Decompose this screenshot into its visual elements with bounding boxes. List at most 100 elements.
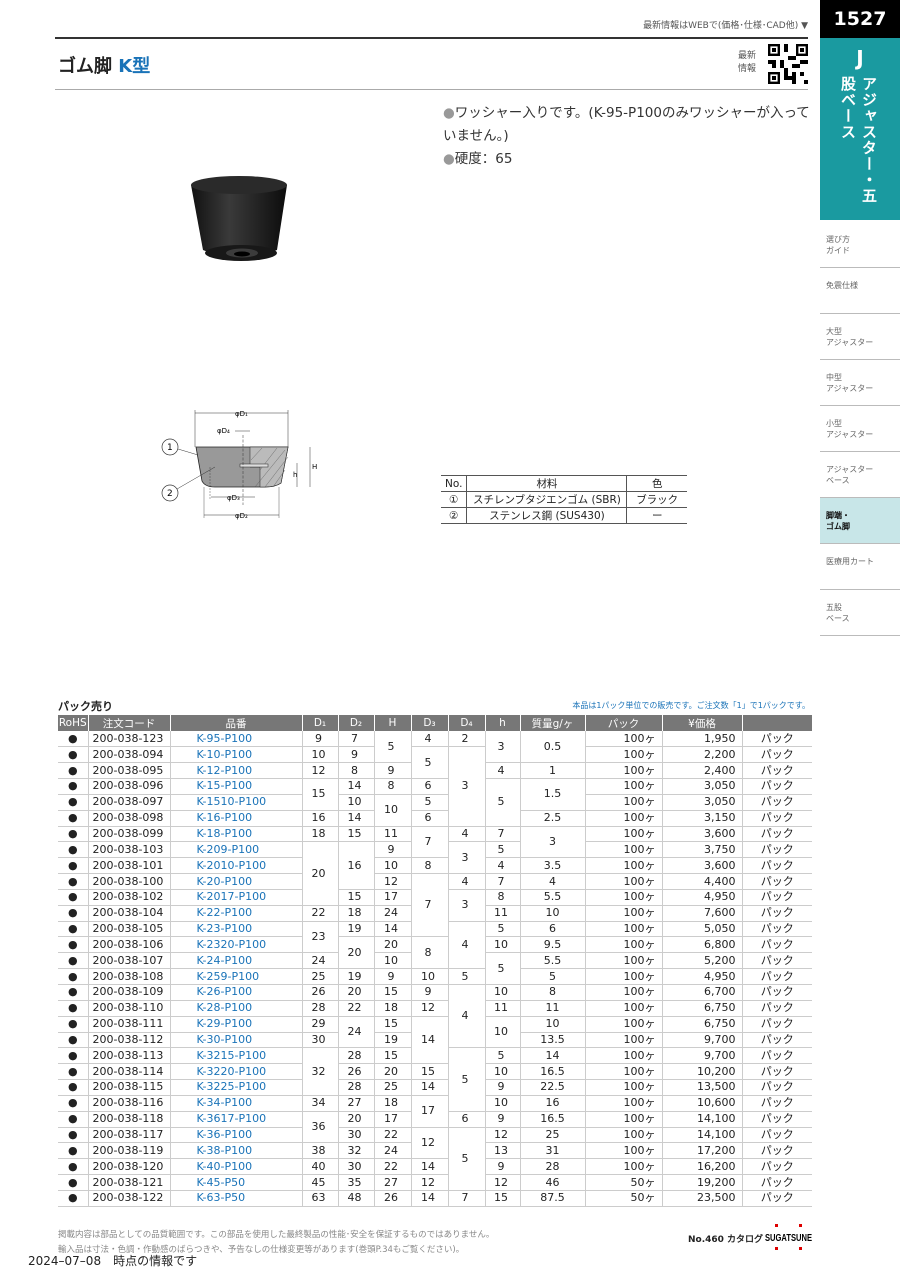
part-number[interactable]: K-23-P100 [170, 921, 303, 938]
sidebar-item[interactable]: 五股 ベース [820, 590, 900, 636]
part-number[interactable]: K-28-P100 [170, 1000, 303, 1017]
part-number[interactable]: K-259-P100 [170, 968, 303, 985]
unit: パック [742, 921, 812, 938]
part-number[interactable]: K-1510-P100 [170, 794, 303, 811]
column-header: h [485, 715, 521, 731]
part-number[interactable]: K-16-P100 [170, 810, 303, 827]
part-number[interactable]: K-45-P50 [170, 1174, 303, 1191]
d3: 14 [411, 1016, 449, 1065]
sidebar-item[interactable]: 医療用カート [820, 544, 900, 590]
part-number[interactable]: K-20-P100 [170, 873, 303, 890]
sidebar-item[interactable]: 免震仕様 [820, 268, 900, 314]
d1: 12 [302, 762, 339, 780]
unit: パック [742, 952, 812, 970]
sidebar-item[interactable]: アジャスター ベース [820, 452, 900, 498]
d4: 3 [448, 889, 486, 922]
order-code: 200-038-114 [88, 1063, 171, 1081]
pack-qty: 100ヶ [585, 1032, 663, 1049]
materials-table: No. 材料色 ① スチレンブタジエンゴム (SBR) ブラック ② ステンレス鋼 (S… [441, 475, 687, 524]
unit: パック [742, 857, 812, 875]
part-number[interactable]: K-34-P100 [170, 1095, 303, 1112]
label-d2: φD₂ [235, 512, 248, 520]
column-header: D₄ [448, 715, 486, 731]
d2: 30 [338, 1127, 375, 1144]
part-number[interactable]: K-40-P100 [170, 1158, 303, 1176]
sidebar-item[interactable]: 中型 アジャスター [820, 360, 900, 406]
part-number[interactable]: K-3220-P100 [170, 1063, 303, 1081]
part-number[interactable]: K-38-P100 [170, 1142, 303, 1160]
part-number[interactable]: K-18-P100 [170, 826, 303, 843]
part-number[interactable]: K-2017-P100 [170, 889, 303, 906]
d4: 5 [448, 1127, 486, 1191]
rohs-mark: ● [58, 984, 89, 1001]
unit: パック [742, 731, 812, 748]
height: 10 [374, 857, 412, 875]
price: 3,150 [662, 810, 743, 827]
part-number[interactable]: K-24-P100 [170, 952, 303, 970]
rohs-mark: ● [58, 857, 89, 875]
part-number[interactable]: K-3225-P100 [170, 1079, 303, 1096]
part-number[interactable]: K-2320-P100 [170, 936, 303, 954]
sidebar-item[interactable]: 選び方 ガイド [820, 222, 900, 268]
h: 10 [485, 936, 521, 954]
sidebar-item[interactable]: 大型 アジャスター [820, 314, 900, 360]
price: 6,750 [662, 1016, 743, 1033]
price: 2,200 [662, 746, 743, 764]
part-number[interactable]: K-2010-P100 [170, 857, 303, 875]
price: 2,400 [662, 762, 743, 780]
part-number[interactable]: K-29-P100 [170, 1016, 303, 1033]
price: 9,700 [662, 1047, 743, 1065]
section-tab[interactable]: J アジャスター・五股ベース [820, 38, 900, 220]
order-code: 200-038-120 [88, 1158, 171, 1176]
part-number[interactable]: K-12-P100 [170, 762, 303, 780]
part-number[interactable]: K-30-P100 [170, 1032, 303, 1049]
d4: 5 [448, 968, 486, 985]
table-row: ● 200-038-095 K-12-P100 12 8 9 4 1 100ヶ 2,400 パック [58, 762, 812, 780]
price: 14,100 [662, 1127, 743, 1144]
title-main: ゴム脚 [58, 56, 112, 77]
h: 15 [485, 1190, 521, 1207]
rohs-mark: ● [58, 746, 89, 764]
pack-qty: 100ヶ [585, 1158, 663, 1176]
part-number[interactable]: K-63-P50 [170, 1190, 303, 1207]
h: 10 [485, 1095, 521, 1112]
rohs-mark: ● [58, 936, 89, 954]
part-number[interactable]: K-36-P100 [170, 1127, 303, 1144]
part-number[interactable]: K-15-P100 [170, 778, 303, 795]
d1: 15 [302, 778, 339, 811]
part-number[interactable]: K-209-P100 [170, 841, 303, 859]
order-code: 200-038-122 [88, 1190, 171, 1207]
height: 9 [374, 762, 412, 780]
part-number[interactable]: K-3617-P100 [170, 1111, 303, 1128]
rohs-mark: ● [58, 1032, 89, 1049]
table-row: ● 200-038-112 K-30-P100 30 19 13.5 100ヶ 9,700 パッ… [58, 1032, 812, 1049]
price: 6,750 [662, 1000, 743, 1017]
pack-qty: 100ヶ [585, 1111, 663, 1128]
h: 11 [485, 1000, 521, 1017]
unit: パック [742, 778, 812, 795]
part-number[interactable]: K-3215-P100 [170, 1047, 303, 1065]
d1: 40 [302, 1158, 339, 1176]
part-number[interactable]: K-95-P100 [170, 731, 303, 748]
h: 8 [485, 889, 521, 906]
product-table: RoHS 注文コード 品番 D₁ D₂ H D₃ D₄ h 質量g/ヶ パック ¥価格 ● 200-03… [58, 715, 813, 1207]
unit: パック [742, 1000, 812, 1017]
rohs-mark: ● [58, 1000, 89, 1017]
pack-qty: 50ヶ [585, 1190, 663, 1207]
mass: 16.5 [520, 1111, 586, 1128]
rohs-mark: ● [58, 873, 89, 890]
price: 4,950 [662, 968, 743, 985]
qr-code-icon[interactable] [768, 44, 808, 84]
d3: 6 [411, 778, 449, 795]
part-number[interactable]: K-26-P100 [170, 984, 303, 1001]
d2: 48 [338, 1190, 375, 1207]
part-number[interactable]: K-22-P100 [170, 905, 303, 922]
sidebar-item[interactable]: 小型 アジャスター [820, 406, 900, 452]
price: 3,050 [662, 778, 743, 795]
mass: 4 [520, 873, 586, 890]
sidebar-item[interactable]: 脚端・ ゴム脚 [820, 498, 900, 544]
rohs-mark: ● [58, 1047, 89, 1065]
height: 12 [374, 873, 412, 890]
d3: 14 [411, 1158, 449, 1176]
part-number[interactable]: K-10-P100 [170, 746, 303, 764]
